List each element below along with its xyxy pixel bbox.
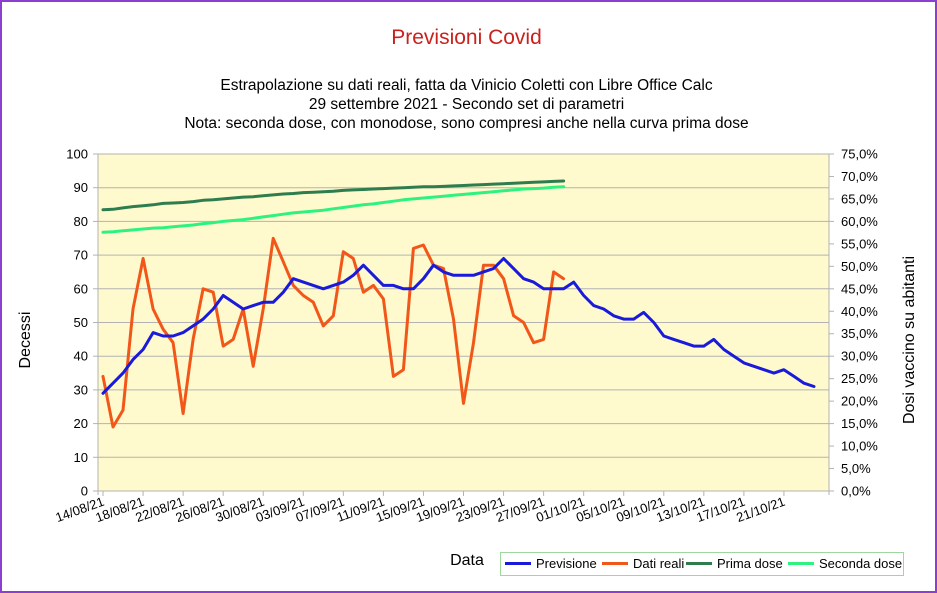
y-tick-label: 20 [74,416,88,431]
grid-lines [98,153,829,492]
legend-label-prima-dose: Prima dose [717,556,783,571]
y-tick-label: 50 [74,315,88,330]
y2-tick-label: 55,0% [841,236,878,251]
legend-label-dati-reali: Dati reali [633,556,685,571]
legend-item-dati-reali: Dati reali [602,556,684,571]
legend-swatch-seconda-dose [788,562,814,565]
y2-tick-label: 45,0% [841,281,878,296]
y2-tick-label: 10,0% [841,439,878,454]
y-tick-label: 0 [81,484,88,499]
y-tick-label: 80 [74,214,88,229]
y2-tick-label: 25,0% [841,371,878,386]
y-tick-label: 40 [74,349,88,364]
y2-tick-label: 60,0% [841,214,878,229]
y-tick-label: 90 [74,180,88,195]
legend-swatch-prima-dose [686,562,712,565]
y-tick-label: 10 [74,450,88,465]
chart-subtitle-2: 29 settembre 2021 - Secondo set di param… [308,96,625,113]
legend-item-previsione: Previsione [505,556,597,571]
y-tick-label: 60 [74,281,88,296]
y-axis-ticks: 0 10 20 30 40 50 60 70 80 90 100 [66,147,98,499]
y2-tick-label: 50,0% [841,259,878,274]
legend-item-seconda-dose: Seconda dose [788,556,902,571]
series-lines [101,179,816,429]
series-line-prima-dose [101,179,566,212]
y-tick-label: 30 [74,382,88,397]
legend-swatch-dati-reali [602,562,628,565]
series-line-dati-reali [101,236,566,429]
series-line-previsione [101,257,816,395]
y2-tick-label: 75,0% [841,147,878,162]
y-axis-label: Decessi [17,312,34,369]
chart-title: Previsioni Covid [391,26,542,49]
legend-label-seconda-dose: Seconda dose [819,556,903,571]
series-line-seconda-dose [101,185,566,234]
legend-label-previsione: Previsione [536,556,597,571]
y2-tick-label: 30,0% [841,349,878,364]
y2-axis-ticks: 0,0% 5,0% 10,0% 15,0% 20,0% 25,0% 30,0% 35,0% 40… [829,147,878,499]
y2-tick-label: 20,0% [841,394,878,409]
y2-tick-label: 35,0% [841,326,878,341]
y-tick-label: 70 [74,248,88,263]
y-tick-label: 100 [66,147,88,162]
y2-tick-label: 40,0% [841,304,878,319]
y2-tick-label: 0,0% [841,484,871,499]
chart-subtitle-3: Nota: seconda dose, con monodose, sono c… [184,115,749,132]
y2-tick-label: 70,0% [841,169,878,184]
legend-swatch-previsione [505,562,531,565]
legend-item-prima-dose: Prima dose [686,556,783,571]
y2-tick-label: 5,0% [841,461,871,476]
x-axis-label: Data [450,552,484,569]
x-axis-ticks: 14/08/2118/08/2122/08/2126/08/2130/08/21… [53,491,787,525]
chart-subtitle-1: Estrapolazione su dati reali, fatta da V… [220,77,713,94]
y2-axis-label: Dosi vaccino su abitanti [901,256,918,424]
y2-tick-label: 15,0% [841,416,878,431]
chart-legend: Previsione Dati reali Prima dose Seconda… [500,552,904,576]
y2-tick-label: 65,0% [841,191,878,206]
